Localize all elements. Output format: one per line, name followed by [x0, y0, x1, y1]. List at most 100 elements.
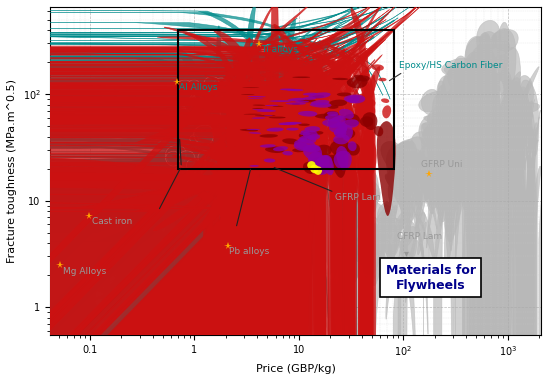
Ellipse shape: [472, 174, 481, 381]
Ellipse shape: [219, 102, 252, 381]
Ellipse shape: [230, 273, 243, 296]
Ellipse shape: [324, 75, 351, 381]
Ellipse shape: [0, 154, 212, 261]
Ellipse shape: [341, 125, 353, 140]
Ellipse shape: [250, 138, 289, 381]
Ellipse shape: [310, 165, 318, 173]
Ellipse shape: [285, 142, 298, 146]
Ellipse shape: [266, 64, 285, 65]
Ellipse shape: [172, 151, 177, 190]
Ellipse shape: [314, 133, 322, 248]
Ellipse shape: [484, 157, 504, 381]
Ellipse shape: [226, 129, 290, 194]
Ellipse shape: [466, 92, 479, 120]
Ellipse shape: [294, 118, 302, 120]
Ellipse shape: [236, 274, 244, 303]
Ellipse shape: [212, 247, 225, 290]
Ellipse shape: [426, 171, 442, 248]
Ellipse shape: [202, 234, 226, 381]
Ellipse shape: [432, 159, 444, 187]
Ellipse shape: [0, 110, 304, 381]
Ellipse shape: [0, 52, 369, 381]
Ellipse shape: [282, 77, 299, 381]
Ellipse shape: [256, 110, 276, 112]
Ellipse shape: [345, 190, 355, 233]
Ellipse shape: [411, 132, 439, 192]
Ellipse shape: [0, 192, 167, 239]
Ellipse shape: [192, 189, 219, 321]
Ellipse shape: [0, 131, 255, 381]
Ellipse shape: [471, 73, 484, 100]
Ellipse shape: [270, 119, 310, 164]
Ellipse shape: [205, 76, 290, 381]
Ellipse shape: [266, 283, 281, 339]
Ellipse shape: [279, 86, 301, 108]
Ellipse shape: [0, 57, 302, 110]
Ellipse shape: [323, 199, 340, 218]
Ellipse shape: [454, 88, 476, 112]
Ellipse shape: [237, 296, 251, 318]
Ellipse shape: [123, 89, 302, 165]
Ellipse shape: [247, 74, 271, 381]
Ellipse shape: [0, 0, 318, 381]
Ellipse shape: [355, 53, 382, 381]
Ellipse shape: [0, 0, 294, 381]
Ellipse shape: [507, 139, 515, 381]
Ellipse shape: [328, 105, 339, 109]
Ellipse shape: [421, 123, 436, 149]
Ellipse shape: [364, 139, 376, 174]
Ellipse shape: [218, 273, 233, 311]
Ellipse shape: [0, 222, 136, 287]
Ellipse shape: [317, 209, 328, 220]
Ellipse shape: [0, 101, 313, 381]
Ellipse shape: [179, 287, 194, 335]
Ellipse shape: [446, 149, 456, 186]
Ellipse shape: [198, 278, 210, 289]
Ellipse shape: [328, 196, 344, 233]
Ellipse shape: [507, 96, 526, 207]
Ellipse shape: [204, 199, 237, 239]
Ellipse shape: [501, 122, 518, 381]
Ellipse shape: [147, 304, 156, 328]
Ellipse shape: [355, 107, 366, 114]
Ellipse shape: [303, 130, 318, 139]
Ellipse shape: [159, 305, 174, 316]
Ellipse shape: [295, 193, 307, 226]
Ellipse shape: [466, 97, 489, 156]
Ellipse shape: [0, 48, 336, 381]
Ellipse shape: [329, 82, 362, 170]
Ellipse shape: [241, 89, 317, 238]
Ellipse shape: [217, 210, 239, 244]
Ellipse shape: [240, 161, 261, 255]
Ellipse shape: [279, 117, 291, 118]
Ellipse shape: [0, 100, 257, 144]
Ellipse shape: [203, 163, 221, 182]
Ellipse shape: [442, 104, 456, 127]
Ellipse shape: [421, 178, 437, 229]
Ellipse shape: [184, 276, 193, 299]
Text: ▾: ▾: [404, 248, 409, 258]
Ellipse shape: [0, 51, 281, 381]
Ellipse shape: [295, 78, 311, 186]
Ellipse shape: [458, 159, 475, 216]
Ellipse shape: [421, 90, 439, 115]
Ellipse shape: [516, 103, 540, 112]
Ellipse shape: [0, 156, 239, 215]
Ellipse shape: [514, 106, 526, 170]
Ellipse shape: [202, 270, 209, 290]
Ellipse shape: [0, 100, 326, 381]
Ellipse shape: [342, 119, 359, 128]
Ellipse shape: [283, 122, 290, 381]
Ellipse shape: [0, 45, 345, 144]
Ellipse shape: [215, 257, 228, 356]
Ellipse shape: [226, 114, 315, 381]
Ellipse shape: [191, 198, 222, 255]
Ellipse shape: [0, 50, 370, 381]
Ellipse shape: [392, 142, 418, 210]
Ellipse shape: [249, 275, 256, 304]
Ellipse shape: [282, 189, 294, 255]
Ellipse shape: [372, 64, 384, 71]
Ellipse shape: [273, 159, 305, 381]
Ellipse shape: [312, 229, 319, 250]
Ellipse shape: [332, 194, 353, 220]
